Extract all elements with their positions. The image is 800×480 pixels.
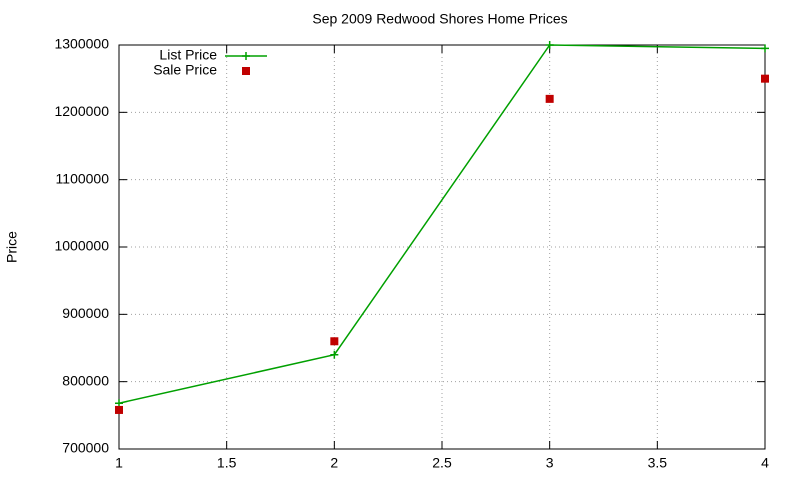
plot-border bbox=[118, 44, 766, 450]
chart-title: Sep 2009 Redwood Shores Home Prices bbox=[312, 11, 567, 27]
x-tick-label: 1 bbox=[115, 455, 123, 471]
legend-label: List Price bbox=[159, 47, 217, 63]
y-tick-label: 900000 bbox=[62, 305, 109, 321]
y-tick-label: 1200000 bbox=[54, 103, 109, 119]
data-point bbox=[761, 44, 769, 53]
y-tick-label: 700000 bbox=[62, 440, 109, 456]
y-axis-label: Price bbox=[4, 231, 20, 263]
x-tick-label: 3 bbox=[546, 455, 554, 471]
legend-swatch bbox=[242, 67, 250, 75]
x-tick-label: 4 bbox=[761, 455, 769, 471]
legend-label: Sale Price bbox=[153, 62, 217, 78]
legend-swatch bbox=[242, 52, 250, 60]
data-point bbox=[761, 74, 769, 83]
y-tick-label: 1100000 bbox=[56, 170, 110, 186]
data-point bbox=[115, 399, 123, 408]
data-point bbox=[330, 337, 339, 346]
data-point bbox=[545, 41, 554, 49]
data-point bbox=[115, 405, 123, 414]
data-point bbox=[330, 350, 339, 359]
series-line bbox=[118, 44, 766, 404]
data-point bbox=[545, 94, 554, 103]
y-tick-label: 1300000 bbox=[54, 36, 109, 52]
x-tick-label: 3.5 bbox=[648, 455, 668, 471]
y-tick-label: 800000 bbox=[62, 372, 109, 388]
x-tick-label: 2.5 bbox=[432, 455, 452, 471]
x-tick-label: 2 bbox=[330, 455, 338, 471]
y-tick-label: 1000000 bbox=[54, 238, 109, 254]
x-tick-label: 1.5 bbox=[217, 455, 237, 471]
